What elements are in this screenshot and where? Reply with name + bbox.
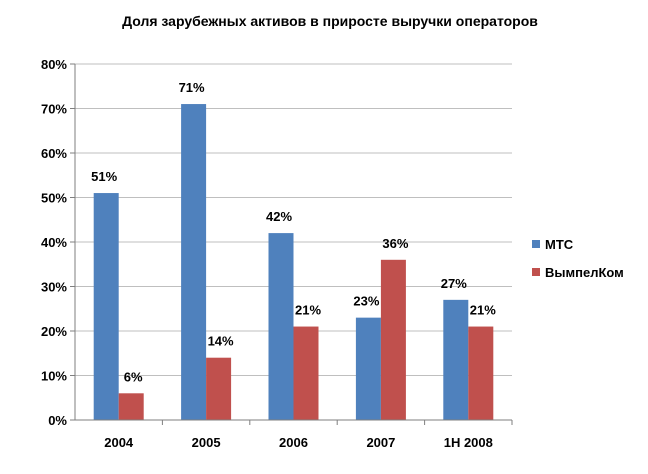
legend-swatch	[532, 268, 540, 276]
x-tick-label: 2004	[104, 435, 134, 450]
data-label: 14%	[208, 334, 234, 349]
bar-vimpelcom	[468, 326, 494, 420]
y-tick-label: 60%	[41, 146, 67, 161]
x-tick-label: 2007	[366, 435, 395, 450]
y-tick-label: 70%	[41, 102, 67, 117]
legend-label: МТС	[545, 237, 574, 252]
y-tick-label: 80%	[41, 57, 67, 72]
legend-label: ВымпелКом	[545, 265, 624, 280]
x-axis-ticks: 2004 2005 2006 2007 1H 2008	[104, 420, 513, 450]
y-tick-label: 30%	[41, 280, 67, 295]
bar-mts	[268, 233, 294, 420]
y-tick-label: 20%	[41, 324, 67, 339]
chart-title: Доля зарубежных активов в приросте выруч…	[122, 13, 538, 29]
y-tick-label: 0%	[48, 413, 67, 428]
data-label: 71%	[179, 80, 205, 95]
bar-mts	[443, 299, 469, 420]
data-label: 42%	[266, 209, 292, 224]
data-labels: 51%6%71%14%42%21%23%36%27%21%	[91, 80, 496, 384]
data-label: 27%	[441, 276, 467, 291]
x-tick-label: 1H 2008	[444, 435, 493, 450]
bar-mts	[93, 193, 119, 420]
bar-mts	[355, 317, 381, 420]
bar-mts	[181, 104, 207, 421]
bar-vimpelcom	[206, 357, 232, 420]
y-tick-label: 50%	[41, 191, 67, 206]
y-tick-label: 40%	[41, 235, 67, 250]
data-label: 6%	[124, 369, 143, 384]
legend-swatch	[532, 240, 540, 248]
x-tick-label: 2006	[279, 435, 308, 450]
y-axis-ticks: 0% 10% 20% 30% 40% 50% 60% 70% 80%	[41, 57, 75, 428]
bars	[93, 104, 494, 421]
bar-vimpelcom	[380, 259, 406, 420]
data-label: 36%	[382, 236, 408, 251]
data-label: 51%	[91, 169, 117, 184]
data-label: 23%	[353, 294, 379, 309]
data-label: 21%	[470, 303, 496, 318]
y-tick-label: 10%	[41, 369, 67, 384]
x-tick-label: 2005	[192, 435, 221, 450]
bar-vimpelcom	[293, 326, 319, 420]
data-label: 21%	[295, 303, 321, 318]
bar-vimpelcom	[118, 393, 144, 420]
legend: МТС ВымпелКом	[532, 237, 624, 280]
